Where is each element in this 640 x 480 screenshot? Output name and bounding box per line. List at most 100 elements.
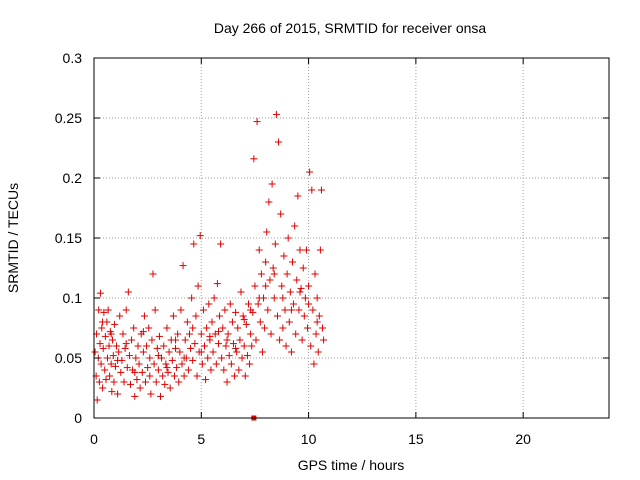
data-point bbox=[266, 276, 274, 284]
data-point bbox=[150, 360, 158, 368]
data-point bbox=[204, 354, 212, 362]
data-point bbox=[99, 318, 107, 326]
data-point bbox=[120, 378, 128, 386]
x-tick-label: 10 bbox=[301, 431, 317, 447]
data-point bbox=[293, 276, 301, 284]
data-point bbox=[146, 354, 154, 362]
data-point bbox=[242, 320, 250, 328]
data-point bbox=[91, 348, 99, 356]
data-point bbox=[246, 360, 254, 368]
data-point bbox=[253, 118, 261, 126]
data-point bbox=[232, 344, 240, 352]
data-point bbox=[231, 372, 239, 380]
data-point bbox=[115, 348, 123, 356]
data-point bbox=[148, 336, 156, 344]
data-point bbox=[208, 318, 216, 326]
data-point bbox=[111, 320, 119, 328]
data-point bbox=[285, 318, 293, 326]
data-point bbox=[212, 360, 220, 368]
data-point bbox=[205, 300, 213, 308]
data-point bbox=[119, 330, 127, 338]
data-point bbox=[107, 360, 115, 368]
data-point bbox=[172, 344, 180, 352]
data-point bbox=[315, 312, 323, 320]
data-point bbox=[250, 155, 258, 163]
data-point bbox=[233, 348, 241, 356]
data-point bbox=[295, 306, 303, 314]
data-point bbox=[254, 300, 262, 308]
data-point bbox=[122, 306, 130, 314]
y-tick-label: 0.2 bbox=[63, 170, 83, 186]
data-point bbox=[152, 378, 160, 386]
data-point bbox=[108, 388, 116, 396]
data-point bbox=[213, 280, 221, 288]
data-point bbox=[151, 306, 159, 314]
data-point bbox=[105, 342, 113, 350]
data-point bbox=[197, 330, 205, 338]
data-point bbox=[97, 360, 105, 368]
data-point bbox=[131, 392, 139, 400]
data-point bbox=[161, 380, 169, 388]
data-point bbox=[174, 330, 182, 338]
data-point bbox=[219, 324, 227, 332]
data-point bbox=[181, 336, 189, 344]
data-point bbox=[282, 342, 290, 350]
data-point bbox=[173, 364, 181, 372]
data-point bbox=[248, 342, 256, 350]
data-point bbox=[157, 392, 165, 400]
x-tick-label: 0 bbox=[90, 431, 98, 447]
data-point bbox=[247, 306, 255, 314]
data-point bbox=[159, 372, 167, 380]
data-point bbox=[160, 342, 168, 350]
data-point bbox=[273, 312, 281, 320]
data-point bbox=[179, 262, 187, 270]
data-point bbox=[310, 360, 318, 368]
data-point bbox=[281, 306, 289, 314]
data-point bbox=[214, 340, 222, 348]
data-point bbox=[276, 336, 284, 344]
data-point bbox=[256, 318, 264, 326]
data-point bbox=[110, 378, 118, 386]
data-point bbox=[220, 366, 228, 374]
data-point bbox=[297, 284, 305, 292]
data-point bbox=[107, 330, 115, 338]
data-point bbox=[163, 364, 171, 372]
data-point bbox=[311, 270, 319, 278]
data-point bbox=[218, 354, 226, 362]
data-point bbox=[140, 312, 148, 320]
data-point bbox=[226, 300, 234, 308]
data-point bbox=[257, 270, 265, 278]
data-point bbox=[229, 340, 237, 348]
data-point bbox=[264, 306, 272, 314]
data-point bbox=[288, 258, 296, 266]
data-point bbox=[284, 234, 292, 242]
y-tick-label: 0.15 bbox=[55, 230, 82, 246]
data-point bbox=[258, 348, 266, 356]
data-point bbox=[99, 384, 107, 392]
data-point bbox=[252, 336, 260, 344]
x-axis-label: GPS time / hours bbox=[298, 457, 405, 473]
data-point bbox=[255, 294, 263, 302]
data-point bbox=[263, 228, 271, 236]
data-point bbox=[255, 246, 263, 254]
data-point bbox=[214, 328, 222, 336]
data-point bbox=[238, 354, 246, 362]
y-axis-label: SRMTID / TECUs bbox=[5, 183, 21, 293]
data-point bbox=[135, 360, 143, 368]
data-point bbox=[298, 336, 306, 344]
data-point bbox=[262, 282, 270, 290]
data-point bbox=[290, 300, 298, 308]
data-point bbox=[136, 384, 144, 392]
data-point bbox=[108, 336, 116, 344]
data-point bbox=[313, 318, 321, 326]
data-point bbox=[125, 352, 133, 360]
data-point bbox=[121, 344, 129, 352]
data-point bbox=[239, 312, 247, 320]
axis-ticks: 0 5 10 15 20 0 0.05 0.1 0.15 0.2 0.25 0.3 bbox=[55, 50, 609, 447]
data-point bbox=[165, 348, 173, 356]
data-point bbox=[222, 342, 230, 350]
data-point bbox=[153, 344, 161, 352]
plot-frame bbox=[93, 57, 610, 419]
data-point bbox=[185, 330, 193, 338]
